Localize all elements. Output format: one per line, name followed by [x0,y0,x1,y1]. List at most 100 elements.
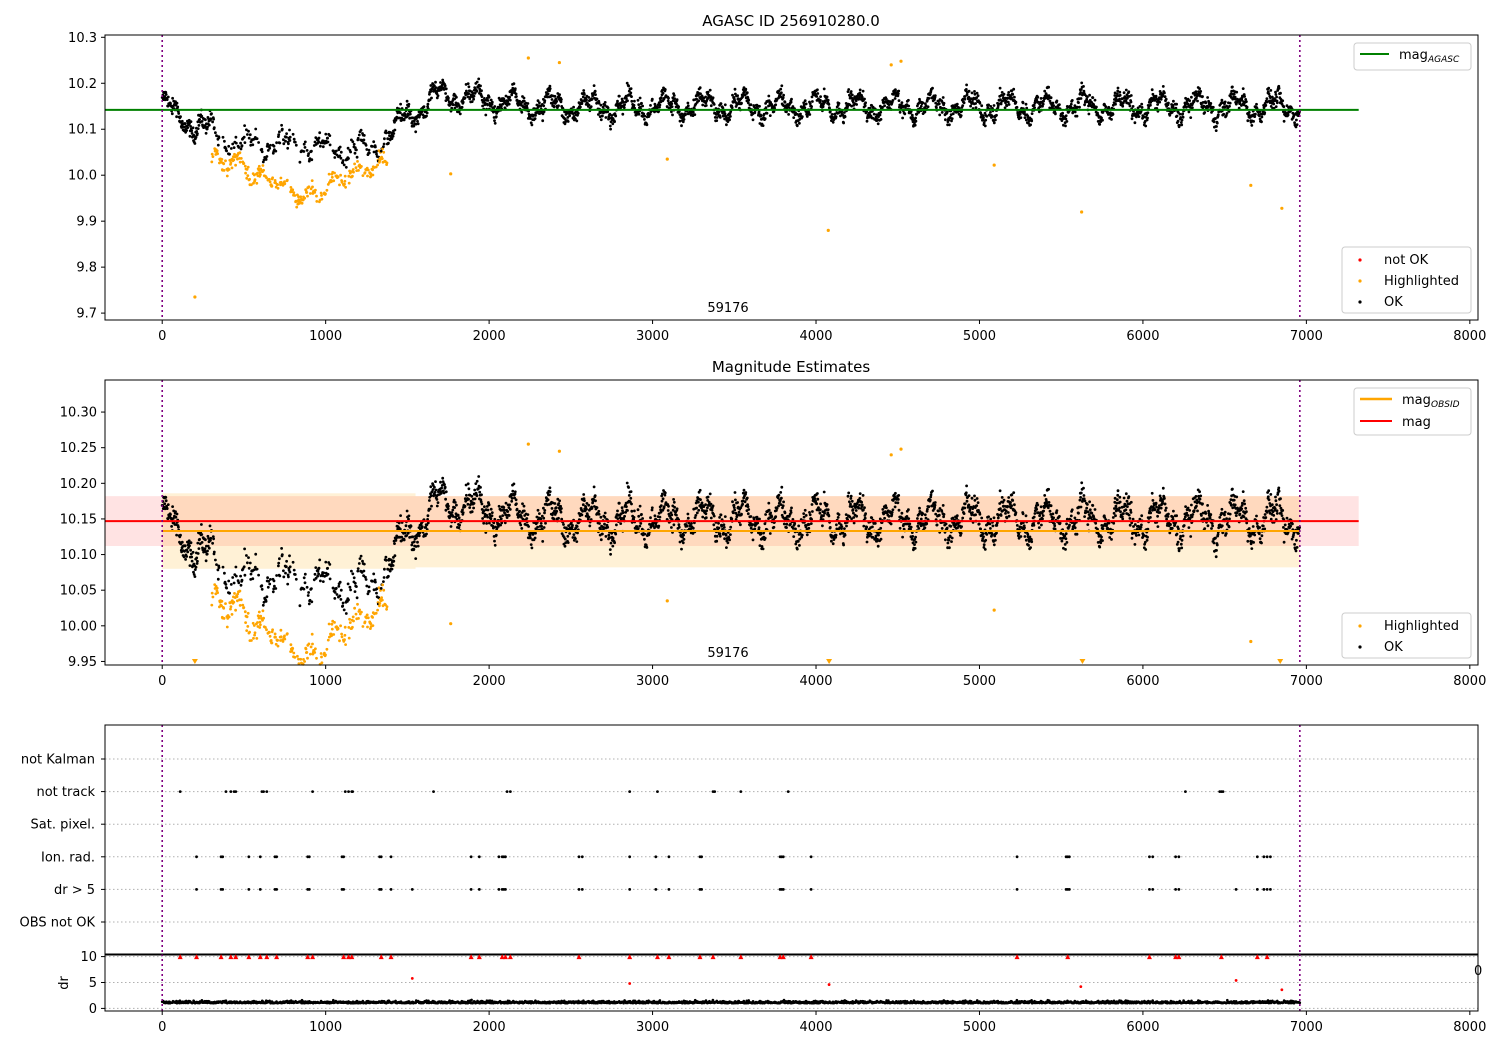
ok-point [441,78,445,82]
ok-point [759,532,763,536]
ok-point [626,509,629,512]
ok-point [1253,115,1257,118]
ok-point [581,95,585,99]
highlighted-point [310,632,314,636]
ok-point [927,97,931,100]
ok-point [1179,121,1183,124]
ok-point [1007,91,1011,94]
ok-point [729,115,732,118]
ok-point [227,144,231,148]
ok-point [964,88,968,91]
ok-point [321,580,325,583]
ok-point [486,99,490,102]
ok-point [548,87,552,90]
ok-point [747,98,751,102]
ok-point [356,569,360,573]
ok-point [650,97,654,101]
highlighted-point [378,604,381,608]
ok-point [773,106,776,110]
ok-point [647,532,651,536]
highlighted-point [330,180,333,183]
ok-point [237,581,241,585]
highlighted-point [339,173,342,177]
ok-point [740,512,743,516]
ok-point [513,87,517,91]
ok-point [757,110,761,114]
ok-point [595,506,599,509]
ok-point [1006,100,1010,104]
ok-point [260,147,264,151]
highlighted-point [378,602,382,605]
ok-point [907,98,910,102]
ok-point [1095,105,1098,109]
ok-point [414,557,418,560]
ok-point [529,117,532,120]
highlighted-point [320,655,323,659]
ok-point [302,576,306,580]
ok-point [876,122,880,126]
ok-point [670,102,674,106]
ok-point [629,87,633,90]
ok-point [457,526,461,530]
highlighted-point [210,591,214,595]
ok-point [572,533,576,536]
ok-point [453,506,456,509]
ok-point [609,552,612,556]
ok-point [506,100,510,103]
ok-point [613,541,616,545]
ok-point [938,113,942,117]
ok-point [810,105,813,108]
ok-point [188,122,191,125]
highlighted-point [276,183,279,187]
ok-point [595,97,599,101]
highlighted-outlier [889,63,893,67]
highlighted-point [291,647,295,650]
highlighted-point [314,647,317,651]
ok-point [333,156,337,159]
ok-point [362,562,366,566]
ok-point [453,501,457,504]
ok-point [379,149,383,153]
ok-point [196,552,200,555]
ok-point [695,511,699,515]
ok-point [863,104,867,108]
ok-point [1196,99,1199,103]
ok-point [709,95,713,99]
ok-point [790,506,793,510]
ok-point [393,120,396,124]
ok-point [339,598,343,601]
ok-point [382,145,385,149]
ok-point [604,116,608,119]
ok-point [367,589,371,593]
ok-point [787,106,791,109]
ok-point [580,102,584,105]
ok-point [855,103,858,106]
ok-point [685,524,689,528]
ok-point [242,565,246,569]
ok-point [284,139,287,143]
panel-1-legend-lines: mag AGASC [1353,42,1472,71]
ok-point [337,584,341,588]
ok-point [285,559,288,563]
ok-point [580,513,584,517]
ok-point [759,114,763,118]
ok-point [710,508,714,512]
ok-point [490,511,494,514]
highlighted-point [259,614,263,618]
ok-point [712,103,716,106]
ok-point [453,106,457,110]
ok-point [286,582,290,586]
ok-point [1091,96,1095,99]
ok-point [216,143,220,147]
ok-point [621,100,625,104]
ok-point [212,126,216,129]
ok-point [515,507,519,511]
ok-point [234,141,238,145]
ok-point [753,527,757,531]
ok-point [405,99,409,103]
ok-point [212,550,216,554]
ok-point [353,151,357,155]
ok-point [426,102,430,106]
ok-point [334,586,338,590]
ok-point [729,533,732,536]
